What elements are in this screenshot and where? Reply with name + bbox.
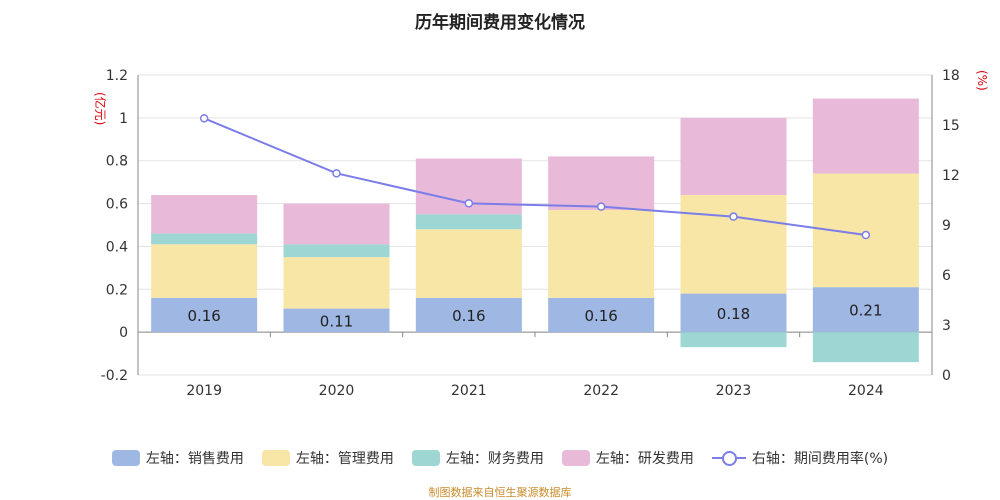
bar-segment xyxy=(415,229,522,298)
bar-segment xyxy=(812,332,919,363)
y-left-tick-label: 1.2 xyxy=(106,68,128,84)
legend-swatch-sales xyxy=(111,450,140,466)
bar-segment xyxy=(151,244,258,298)
bar-segment xyxy=(151,297,258,333)
legend-label-finance: 左轴：财务费用 xyxy=(445,451,544,467)
data-label: 0.16 xyxy=(452,307,485,325)
bar-segment xyxy=(151,233,258,245)
legend-item-sales[interactable]: 左轴：销售费用 xyxy=(111,448,244,468)
legend-swatch-finance xyxy=(411,450,440,466)
data-label: 0.16 xyxy=(584,307,617,325)
x-tick-label: 2023 xyxy=(716,383,752,399)
bar-segment xyxy=(151,195,258,234)
legend-label-rnd: 左轴：研发费用 xyxy=(595,451,694,467)
rate-point xyxy=(729,212,738,221)
legend-line-swatch-rate xyxy=(711,450,746,466)
y-left-tick-label: 1 xyxy=(119,111,128,127)
x-tick-label: 2021 xyxy=(451,383,487,399)
rate-point xyxy=(861,230,871,240)
y-left-tick-label: 0.6 xyxy=(106,197,128,213)
y-right-tick-label: 0 xyxy=(942,368,951,384)
chart-svg: -0.2 0 0.2 0.4 0.6 0.8 1 1.2 0 3 6 9 12 15 18 (亿元) (%) 0.… xyxy=(93,68,989,399)
rate-point xyxy=(464,199,474,208)
bar-segment xyxy=(415,297,522,333)
bar-segment xyxy=(680,293,787,333)
bar-segment xyxy=(548,156,655,210)
x-tick-label: 2022 xyxy=(583,383,619,399)
data-label: 0.21 xyxy=(849,302,882,320)
bar-segment xyxy=(812,98,919,174)
rate-point xyxy=(332,169,341,178)
legend-item-admin[interactable]: 左轴：管理费用 xyxy=(261,448,394,468)
x-tick-label: 2019 xyxy=(186,383,222,399)
bar-segment xyxy=(283,308,390,333)
y-right-tick-label: 15 xyxy=(942,118,960,134)
bar-segment xyxy=(680,117,787,195)
bar-segment xyxy=(548,297,655,333)
legend-swatch-rnd xyxy=(561,450,590,466)
bar-segment xyxy=(283,203,390,245)
y-left-tick-label: 0.4 xyxy=(106,239,128,255)
bar-segment xyxy=(812,287,919,333)
data-label: 0.16 xyxy=(187,307,220,325)
bar-segment xyxy=(680,332,787,348)
bar-segment xyxy=(283,257,390,309)
y-left-tick-label: -0.2 xyxy=(101,368,128,384)
legend: 左轴：销售费用 左轴：管理费用 左轴：财务费用 左轴：研发费用 右轴：期间费用率… xyxy=(0,448,1000,468)
y-left-unit: (亿元) xyxy=(93,92,108,125)
y-left-tick-label: 0 xyxy=(119,325,128,341)
bar-segment xyxy=(680,195,787,294)
legend-swatch-admin xyxy=(261,450,290,466)
legend-item-rnd[interactable]: 左轴：研发费用 xyxy=(561,448,694,468)
rate-point xyxy=(199,114,209,123)
y-right-tick-label: 6 xyxy=(942,268,951,284)
y-right-tick-label: 18 xyxy=(942,68,960,84)
data-label: 0.18 xyxy=(717,305,750,323)
legend-label-admin: 左轴：管理费用 xyxy=(295,451,394,467)
x-tick-label: 2020 xyxy=(319,383,355,399)
rate-line xyxy=(203,117,866,236)
bar-segment xyxy=(548,210,655,298)
y-right-tick-label: 9 xyxy=(942,218,951,234)
legend-item-finance[interactable]: 左轴：财务费用 xyxy=(411,448,544,468)
y-right-tick-label: 12 xyxy=(942,168,960,184)
legend-item-rate[interactable]: 右轴：期间费用率(%) xyxy=(711,448,889,468)
y-left-tick-label: 0.8 xyxy=(106,154,128,170)
x-tick-label: 2024 xyxy=(848,383,884,399)
bar-segment xyxy=(283,244,390,258)
y-right-unit: (%) xyxy=(975,70,989,91)
legend-label-rate: 右轴：期间费用率(%) xyxy=(751,451,889,467)
data-label: 0.11 xyxy=(320,312,353,330)
source-note: 制图数据来自恒生聚源数据库 xyxy=(428,486,572,499)
legend-label-sales: 左轴：销售费用 xyxy=(145,451,244,467)
chart-title: 历年期间费用变化情况 xyxy=(415,13,585,33)
y-left-tick-label: 0.2 xyxy=(106,282,128,298)
bar-segment xyxy=(415,214,522,230)
rate-point xyxy=(596,202,606,211)
y-right-tick-label: 3 xyxy=(942,318,951,334)
